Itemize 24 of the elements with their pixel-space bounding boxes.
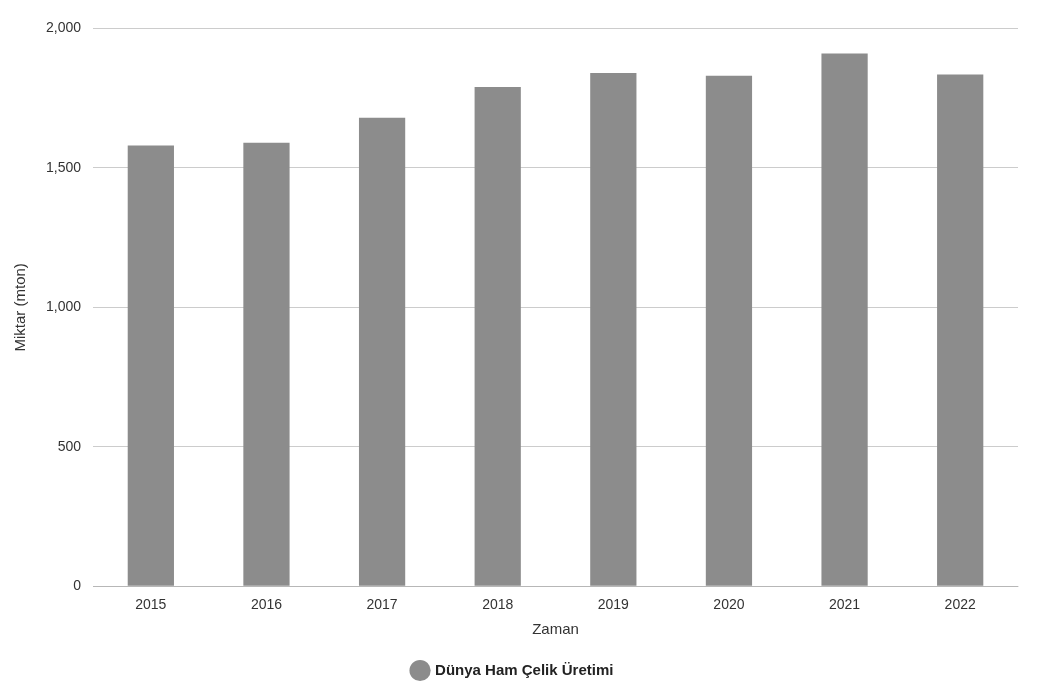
bar (358, 117, 406, 586)
legend-label: Dünya Ham Çelik Üretimi (435, 660, 614, 678)
x-tick-label: 2017 (366, 596, 398, 613)
y-axis-title: Miktar (mton) (11, 263, 29, 352)
x-tick-label: 2019 (597, 596, 630, 613)
x-tick-label: 2018 (482, 596, 514, 613)
x-tick-label: 2021 (828, 596, 861, 613)
bar (243, 142, 290, 586)
y-tick-label: 0 (73, 577, 82, 594)
y-tick-label: 1,500 (45, 158, 82, 175)
y-tick-label: 500 (57, 437, 82, 454)
bar (474, 86, 521, 586)
bar (821, 53, 868, 586)
bar (705, 75, 753, 586)
bar (590, 73, 637, 586)
bar (937, 74, 984, 586)
y-tick-label: 1,000 (45, 298, 82, 315)
x-tick-label: 2020 (713, 596, 745, 613)
bar (127, 145, 174, 586)
x-tick-label: 2016 (250, 596, 283, 613)
x-tick-label: 2022 (944, 596, 976, 613)
x-axis-title: Zaman (532, 620, 579, 638)
y-tick-label: 2,000 (45, 19, 82, 36)
x-tick-label: 2015 (135, 596, 167, 613)
